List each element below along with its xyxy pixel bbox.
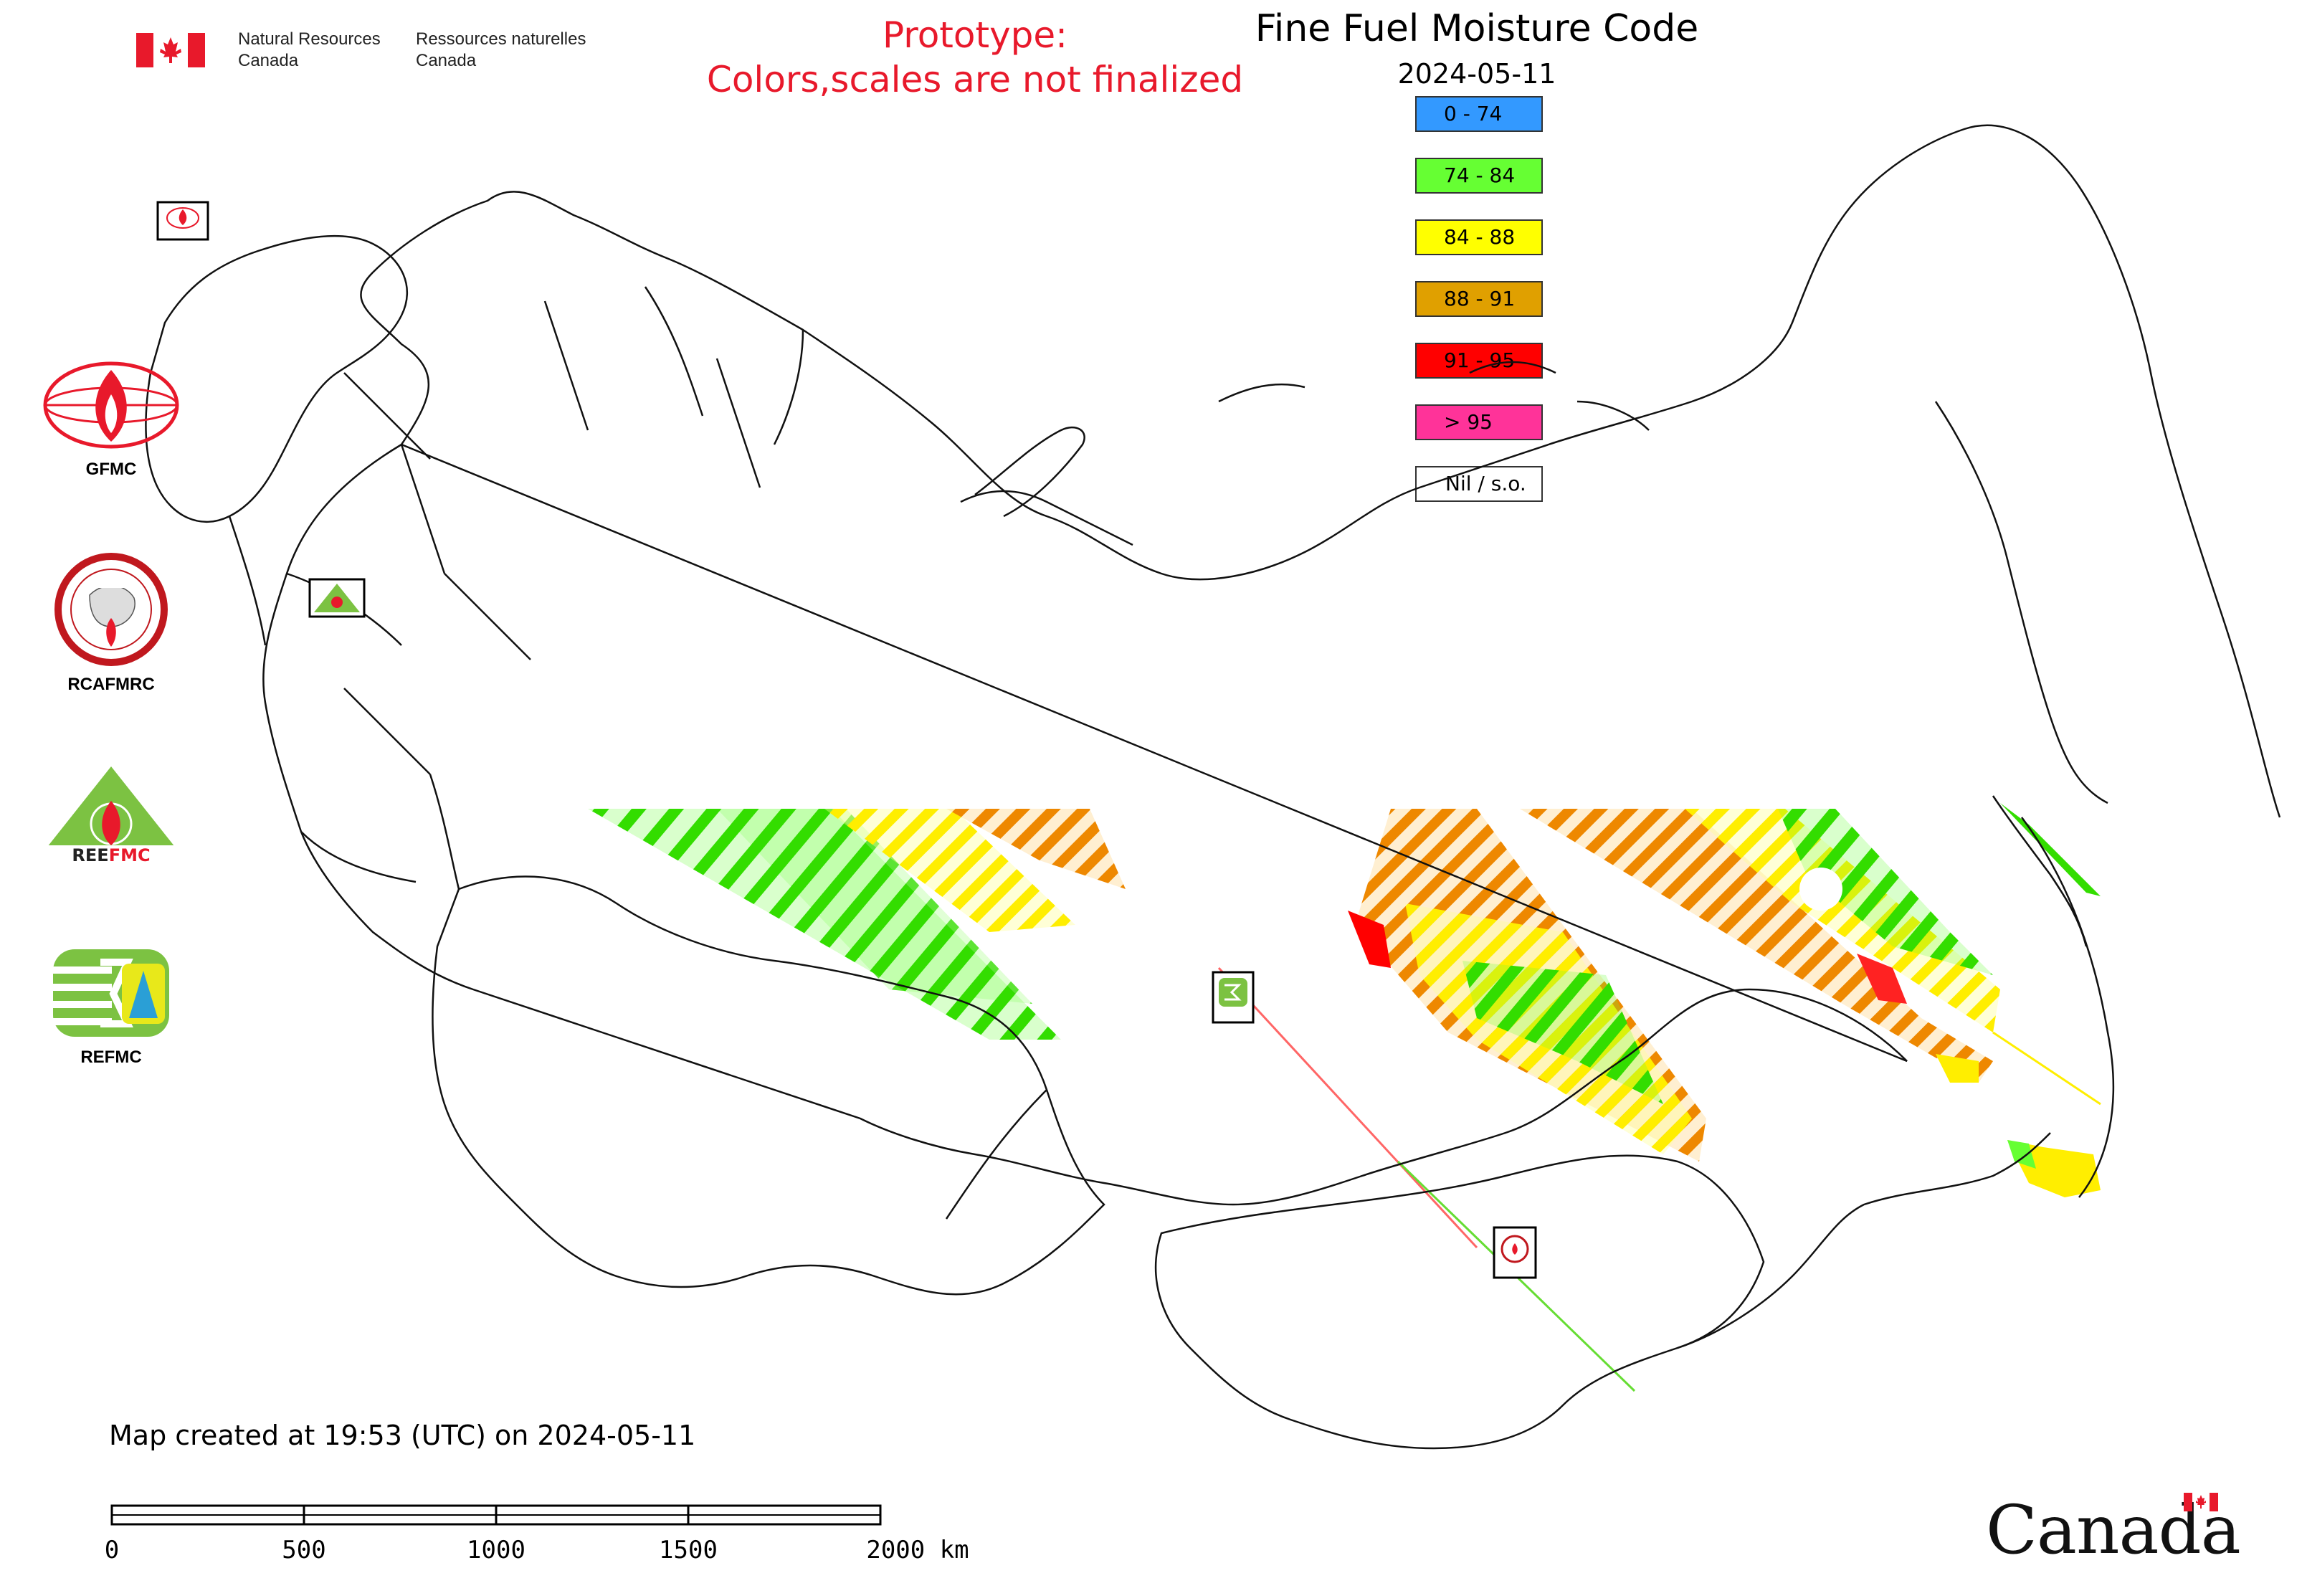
data-band-east-orange [1520,809,1993,1083]
department-name-english: Natural Resources Canada [238,29,381,72]
department-name-french: Ressources naturelles Canada [416,29,586,72]
data-primorye-green [2007,1140,2036,1169]
agency-gfmc: GFMC [29,358,194,480]
data-band-west-yellow [824,809,1075,932]
legend-item-4: 91 - 95 [1415,343,1543,379]
dept-en-line1: Natural Resources [238,29,381,49]
data-gap [1799,868,1842,911]
rcafmrc-marker-icon [1493,1226,1537,1279]
prototype-notice: Prototype: Colors,scales are not finaliz… [645,13,1305,102]
data-band-east-yellow [1685,809,2000,1032]
scale-bar-graphic [110,1504,882,1526]
legend-item-0: 0 - 74 [1415,96,1543,132]
kamchatka-outline [1934,401,2108,804]
scale-tick-1000: 1000 [467,1536,525,1564]
coastline-arctic [960,361,1650,546]
novaya-zemlya [974,426,1085,518]
china-border [945,1089,2051,1349]
reefmc-logo-icon: REEFMC [39,766,183,865]
internal-borders-central [543,286,804,488]
map-title: Fine Fuel Moisture Code [1255,7,1699,50]
legend-item-6: Nil / s.o. [1415,466,1543,502]
data-amur-yellow [1936,1054,1979,1083]
data-streak-1 [1217,966,1478,1249]
legend-item-5: > 95 [1415,404,1543,440]
mongolia-outline [1154,1154,1765,1450]
data-band-east-green [1778,809,1993,975]
ffmc-data-overlay [588,803,2101,1392]
data-spot-red-1 [1348,911,1391,968]
internal-borders-west [228,372,531,890]
prototype-notice-line1: Prototype: [882,14,1068,56]
government-header: Natural Resources Canada Ressources natu… [136,29,638,79]
canada-wordmark: Canada [1986,1491,2241,1570]
rcafmrc-logo-icon [54,553,168,666]
map-date: 2024-05-11 [1397,58,1556,90]
agency-refmc-label: REFMC [80,1048,142,1067]
data-band-west-green-2 [717,809,1032,1004]
refmc-marker-icon [1212,971,1255,1024]
reefmc-marker-icon [308,578,366,618]
data-band-central-green [1462,961,1663,1104]
refmc-logo-icon [53,949,169,1037]
canada-flag-icon [136,33,205,67]
dept-fr-line1: Ressources naturelles [416,29,586,49]
scale-tick-1500: 1500 [659,1536,718,1564]
scale-tick-2000: 2000 km [866,1536,969,1564]
data-sakhalin-green [2000,803,2101,896]
svg-text:REEFMC: REEFMC [72,845,150,865]
scale-tick-0: 0 [104,1536,120,1564]
agency-rcafmrc-label: RCAFMRC [67,675,155,694]
data-band-west-orange [946,809,1126,889]
sakhalin-outline [1992,795,2088,947]
wordmark-flag-icon [2184,1493,2218,1511]
agency-reefmc: REEFMC [29,764,194,874]
russia-outline [262,124,2281,1206]
legend-item-3: 88 - 91 [1415,281,1543,317]
agency-gfmc-label: GFMC [85,460,137,479]
dept-en-line2: Canada [238,51,299,70]
scale-bar: 0 500 1000 1500 2000 km [86,1491,982,1577]
agency-refmc: REFMC [29,946,194,1068]
map-center-markers [156,201,1537,1279]
scandinavia-outline [145,234,409,523]
prototype-notice-line2: Colors,scales are not finalized [706,59,1244,100]
legend-item-2: 84 - 88 [1415,219,1543,255]
dept-fr-line2: Canada [416,51,477,70]
data-streak-3 [1992,1031,2101,1106]
gfmc-logo-icon [43,361,179,449]
kazakhstan-outline [432,875,1105,1296]
map-created-note: Map created at 19:53 (UTC) on 2024-05-11 [109,1420,696,1451]
country-boundaries [145,124,2281,1450]
scale-tick-500: 500 [282,1536,326,1564]
legend-item-1: 74 - 84 [1415,158,1543,194]
data-spot-red-2 [1857,954,1907,1004]
agency-rcafmrc: RCAFMRC [29,552,194,695]
gfmc-marker-icon [156,201,209,241]
